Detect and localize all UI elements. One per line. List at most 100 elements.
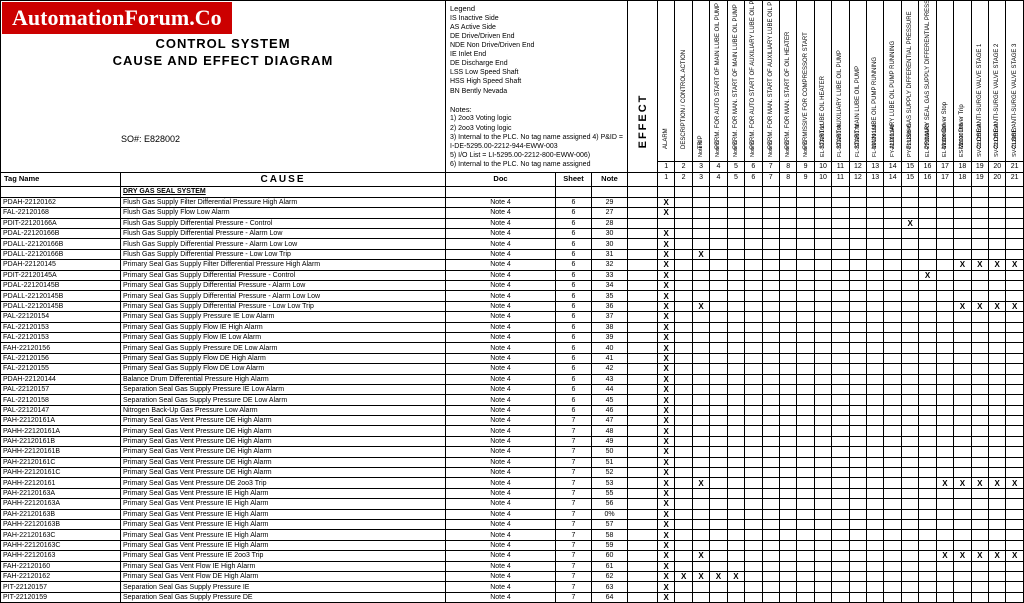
matrix-cell (814, 364, 831, 374)
matrix-cell (989, 520, 1006, 530)
matrix-cell (779, 530, 796, 540)
matrix-cell: X (1006, 478, 1024, 488)
matrix-cell: X (692, 301, 709, 311)
row-doc: Note 4 (446, 488, 556, 498)
matrix-cell (919, 322, 936, 332)
matrix-cell: X (936, 551, 953, 561)
matrix-cell (692, 374, 709, 384)
matrix-cell (745, 281, 762, 291)
matrix-cell (919, 520, 936, 530)
matrix-cell (832, 530, 849, 540)
matrix-cell (675, 239, 692, 249)
effect-column-number: 18 (954, 161, 970, 170)
matrix-cell (971, 374, 988, 384)
matrix-cell (692, 197, 709, 207)
matrix-cell (884, 551, 901, 561)
effect-column-number: 19 (972, 161, 988, 170)
matrix-cell (779, 582, 796, 592)
matrix-cell (919, 301, 936, 311)
matrix-cell: X (658, 540, 675, 550)
row-description: Primary Seal Gas Vent Pressure IE High A… (121, 499, 446, 509)
matrix-cell (989, 384, 1006, 394)
matrix-cell (954, 426, 971, 436)
effect-column-number: 21 (1006, 161, 1022, 170)
matrix-cell (745, 592, 762, 602)
matrix-cell (936, 343, 953, 353)
matrix-cell (919, 332, 936, 342)
matrix-cell (832, 561, 849, 571)
matrix-cell (692, 270, 709, 280)
matrix-cell (762, 405, 779, 415)
matrix-cell (762, 364, 779, 374)
effect-column-tag: Note 6 (768, 141, 774, 157)
legend-note: 3) Internal to the PLC. No tag name assi… (450, 133, 623, 142)
effect-column: PERMISSIVE FOR COMPRESSOR STARTNote 69 (797, 1, 814, 172)
table-row: PAHH-22120161Primary Seal Gas Vent Press… (1, 478, 1024, 488)
matrix-cell (727, 249, 744, 259)
matrix-cell (849, 499, 866, 509)
matrix-cell (1006, 592, 1024, 602)
row-note: 50 (592, 447, 628, 457)
matrix-cell (797, 478, 814, 488)
matrix-cell: X (1006, 301, 1024, 311)
cause-column-number: 9 (797, 173, 814, 186)
matrix-cell (762, 343, 779, 353)
row-doc: Note 4 (446, 364, 556, 374)
matrix-cell: X (658, 291, 675, 301)
matrix-cell (762, 218, 779, 228)
matrix-cell (745, 405, 762, 415)
matrix-cell (692, 582, 709, 592)
matrix-cell (692, 218, 709, 228)
matrix-cell (954, 239, 971, 249)
matrix-cell (971, 395, 988, 405)
matrix-cell (675, 384, 692, 394)
row-sheet: 7 (556, 499, 592, 509)
row-note: 27 (592, 208, 628, 218)
matrix-cell (762, 436, 779, 446)
table-row: FAL-22120155Primary Seal Gas Supply Flow… (1, 364, 1024, 374)
matrix-cell (971, 332, 988, 342)
row-description: Flush Gas Supply Differential Pressure -… (121, 239, 446, 249)
matrix-cell (919, 208, 936, 218)
matrix-cell (814, 197, 831, 207)
matrix-cell (867, 540, 884, 550)
row-tag: PAH-22120161B (1, 436, 121, 446)
matrix-cell (779, 540, 796, 550)
matrix-cell (989, 582, 1006, 592)
effect-column: CLOSE ANTI-SURGE VALVE STAGE 1SV-2212016… (972, 1, 989, 172)
matrix-cell (832, 239, 849, 249)
matrix-cell (832, 312, 849, 322)
row-note: 41 (592, 353, 628, 363)
matrix-cell (884, 416, 901, 426)
matrix-cell (814, 229, 831, 239)
row-note: 38 (592, 322, 628, 332)
matrix-cell (745, 416, 762, 426)
effect-column: AUXILIARY LUBE OIL PUMP RUNNINGFY-221201… (884, 1, 901, 172)
matrix-cell (727, 405, 744, 415)
row-tag: PAL-22120147 (1, 405, 121, 415)
row-tag: PIT-22120159 (1, 592, 121, 602)
effect-column-number: 17 (937, 161, 953, 170)
matrix-cell (779, 384, 796, 394)
matrix-cell (745, 582, 762, 592)
matrix-cell (849, 582, 866, 592)
row-note: 42 (592, 364, 628, 374)
row-doc: Note 4 (446, 530, 556, 540)
matrix-cell (936, 530, 953, 540)
matrix-cell (762, 197, 779, 207)
matrix-cell (814, 405, 831, 415)
matrix-cell (832, 270, 849, 280)
matrix-cell (779, 301, 796, 311)
matrix-cell (867, 468, 884, 478)
matrix-cell (814, 322, 831, 332)
matrix-cell (727, 312, 744, 322)
matrix-cell (710, 582, 727, 592)
matrix-cell (832, 208, 849, 218)
matrix-cell (745, 499, 762, 509)
matrix-cell (832, 343, 849, 353)
cause-column-number: 18 (954, 173, 971, 186)
matrix-cell (849, 270, 866, 280)
matrix-cell (832, 457, 849, 467)
matrix-cell (884, 582, 901, 592)
row-tag: PAH-22120163A (1, 488, 121, 498)
